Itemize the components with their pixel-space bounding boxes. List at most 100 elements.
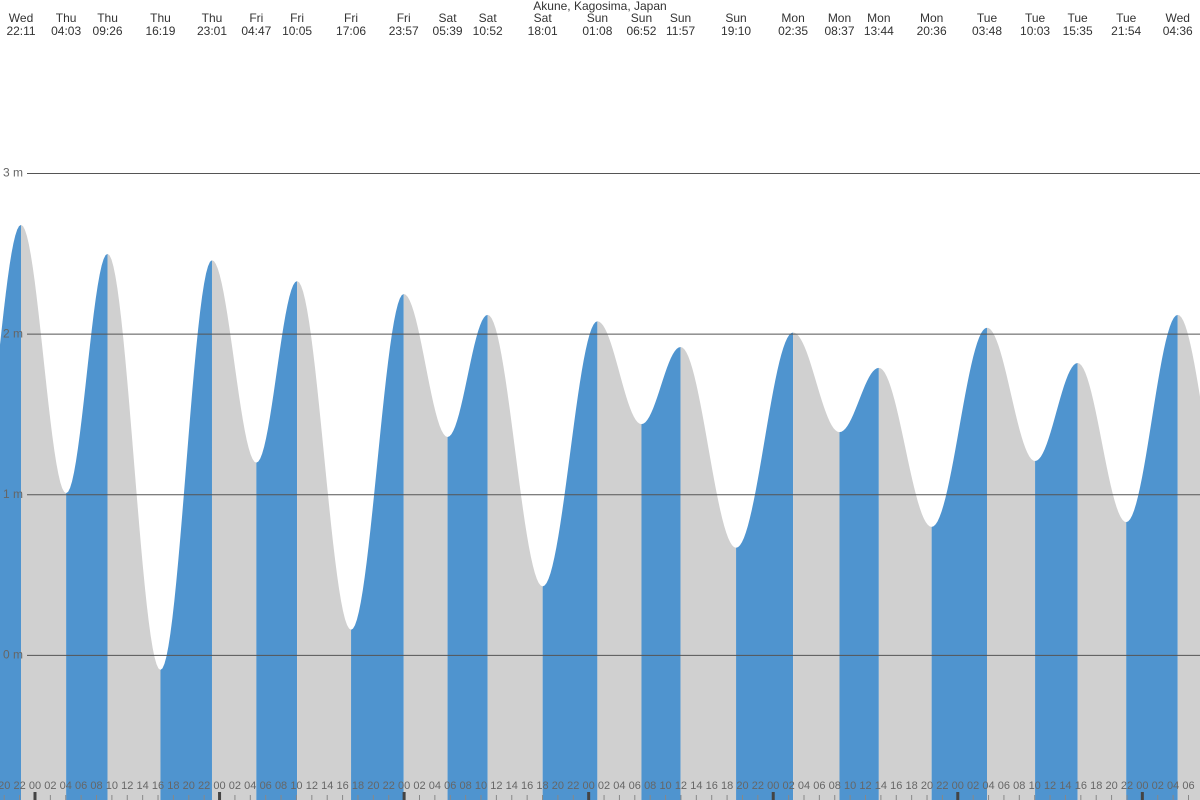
x-tick-label: 16 [336, 780, 348, 792]
x-tick-label: 06 [629, 780, 641, 792]
extreme-time: 04:03 [51, 24, 81, 38]
x-tick-label: 10 [1029, 780, 1041, 792]
x-tick-label: 04 [429, 780, 441, 792]
extreme-day: Fri [397, 11, 411, 25]
extreme-time: 03:48 [972, 24, 1002, 38]
tide-segment [1035, 363, 1078, 800]
extreme-day: Sat [439, 11, 458, 25]
extreme-time: 02:35 [778, 24, 808, 38]
x-tick-label: 12 [859, 780, 871, 792]
x-tick-label: 20 [921, 780, 933, 792]
x-tick-label: 10 [290, 780, 302, 792]
extreme-day: Tue [1116, 11, 1137, 25]
extreme-time: 17:06 [336, 24, 366, 38]
x-tick-label: 02 [598, 780, 610, 792]
tide-segment [487, 314, 543, 800]
tide-segment [680, 346, 737, 800]
y-tick-label: 1 m [3, 487, 23, 501]
x-tick-label: 02 [44, 780, 56, 792]
x-tick-label: 12 [490, 780, 502, 792]
extreme-time: 06:52 [626, 24, 656, 38]
extreme-time: 08:37 [824, 24, 854, 38]
x-tick-label: 22 [198, 780, 210, 792]
x-tick-label: 08 [1013, 780, 1025, 792]
x-tick-label: 16 [152, 780, 164, 792]
tide-segment [1177, 314, 1200, 800]
x-tick-label: 20 [183, 780, 195, 792]
x-tick-label: 04 [1167, 780, 1179, 792]
x-tick-label: 18 [721, 780, 733, 792]
extreme-day: Fri [249, 11, 263, 25]
x-tick-label: 14 [690, 780, 702, 792]
extreme-day: Sun [725, 11, 746, 25]
extreme-day: Sat [534, 11, 553, 25]
extreme-time: 01:08 [582, 24, 612, 38]
x-tick-label: 10 [844, 780, 856, 792]
tide-segment [351, 293, 404, 800]
tide-segment [1126, 314, 1178, 800]
x-tick-label: 06 [75, 780, 87, 792]
x-tick-label: 22 [936, 780, 948, 792]
x-tick-label: 14 [1059, 780, 1071, 792]
x-tick-label: 02 [1152, 780, 1164, 792]
tide-segment [1077, 363, 1127, 800]
tide-segment [839, 367, 879, 800]
extreme-day: Thu [97, 11, 118, 25]
x-tick-label: 20 [1105, 780, 1117, 792]
x-tick-label: 18 [352, 780, 364, 792]
tide-segment [793, 332, 840, 800]
extreme-day: Sat [479, 11, 498, 25]
x-tick-label: 14 [506, 780, 518, 792]
extreme-time: 11:57 [666, 24, 695, 38]
x-tick-label: 14 [321, 780, 333, 792]
extreme-day: Wed [1165, 11, 1189, 25]
y-tick-label: 0 m [3, 648, 23, 662]
tide-segment [107, 253, 161, 800]
x-tick-label: 14 [137, 780, 149, 792]
x-tick-label: 08 [275, 780, 287, 792]
x-tick-label: 04 [244, 780, 256, 792]
x-tick-label: 10 [106, 780, 118, 792]
y-tick-label: 2 m [3, 326, 23, 340]
x-tick-label: 02 [782, 780, 794, 792]
extreme-time: 10:52 [473, 24, 503, 38]
chart-title: Akune, Kagosima, Japan [533, 0, 666, 13]
x-tick-label: 04 [798, 780, 810, 792]
x-tick-label: 10 [659, 780, 671, 792]
tide-segment [21, 224, 67, 800]
extreme-day: Mon [781, 11, 804, 25]
extreme-day: Tue [1025, 11, 1046, 25]
tide-segment [403, 293, 448, 800]
extreme-time: 13:44 [864, 24, 894, 38]
x-tick-label: 08 [460, 780, 472, 792]
y-tick-label: 3 m [3, 166, 23, 180]
extreme-day: Sun [670, 11, 691, 25]
x-tick-label: 12 [1044, 780, 1056, 792]
x-tick-label: 02 [413, 780, 425, 792]
tide-segment [597, 321, 642, 800]
x-tick-label: 00 [583, 780, 595, 792]
x-tick-label: 22 [13, 780, 25, 792]
extreme-day: Fri [290, 11, 304, 25]
x-tick-label: 10 [475, 780, 487, 792]
extreme-time: 04:47 [241, 24, 271, 38]
x-tick-label: 20 [552, 780, 564, 792]
tide-segment [66, 253, 108, 800]
extreme-time: 19:10 [721, 24, 751, 38]
extreme-time: 15:35 [1063, 24, 1093, 38]
tide-segment [542, 321, 598, 800]
x-tick-label: 16 [1075, 780, 1087, 792]
x-tick-label: 00 [767, 780, 779, 792]
tide-segment [641, 346, 681, 800]
x-tick-label: 00 [213, 780, 225, 792]
extreme-time: 10:05 [282, 24, 312, 38]
x-tick-label: 08 [90, 780, 102, 792]
tide-segment [256, 281, 298, 800]
x-tick-label: 20 [0, 780, 10, 792]
extreme-time: 22:11 [6, 24, 35, 38]
extreme-day: Thu [150, 11, 171, 25]
x-tick-label: 22 [1121, 780, 1133, 792]
extreme-day: Wed [9, 11, 33, 25]
